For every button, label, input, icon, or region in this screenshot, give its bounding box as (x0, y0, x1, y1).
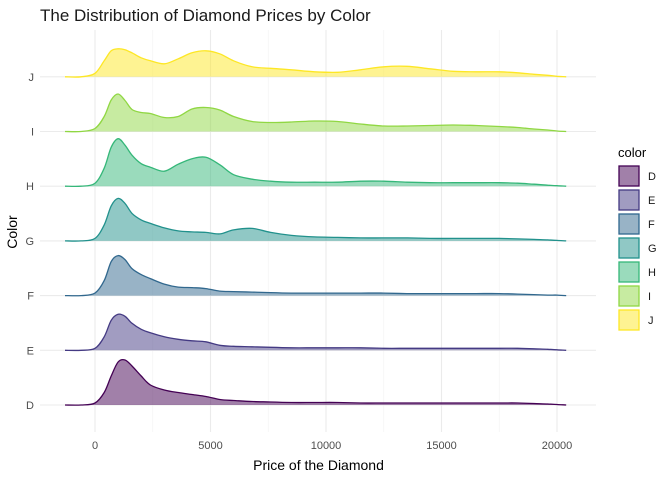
ridge-area-D (65, 359, 567, 406)
ridge-area-E (65, 314, 567, 351)
y-tick-label: F (27, 291, 34, 303)
legend-swatch (618, 213, 640, 235)
ridge-line-I (64, 93, 567, 133)
legend-swatch (618, 285, 640, 307)
legend-label: E (648, 195, 655, 207)
legend-item-E: E (618, 189, 655, 211)
ridge-line-J (64, 48, 567, 78)
ridge-area-F (65, 255, 567, 296)
ridge-line-H (64, 138, 567, 188)
ridge-line-D (64, 358, 567, 406)
legend-item-F: F (618, 213, 655, 235)
legend-label: I (648, 291, 651, 303)
ridge-H (64, 138, 567, 188)
legend-swatch (618, 261, 640, 283)
legend-title: color (618, 145, 647, 160)
legend-label: J (648, 315, 654, 327)
ridge-F (64, 254, 567, 297)
legend-swatch (618, 237, 640, 259)
legend-item-D: D (618, 165, 656, 187)
x-tick-label: 10000 (311, 440, 342, 452)
ridge-area-G (65, 198, 567, 242)
y-tick-label: H (26, 181, 34, 193)
y-tick-label: E (27, 345, 34, 357)
x-tick-label: 15000 (426, 440, 457, 452)
legend-label: D (648, 171, 656, 183)
y-tick-label: G (25, 236, 34, 248)
ridge-E (64, 313, 567, 352)
x-tick-label: 20000 (542, 440, 573, 452)
y-tick-label: D (26, 400, 34, 412)
ridge-line-G (64, 197, 567, 242)
y-axis-ticks: D E F G H I J (25, 72, 34, 412)
y-tick-label: I (31, 127, 34, 139)
ridge-line-E (64, 313, 567, 352)
legend-label: H (648, 267, 656, 279)
legend-swatch (618, 165, 640, 187)
ridge-line-F (64, 254, 567, 297)
x-axis-ticks: 0 5000 10000 15000 20000 (92, 440, 572, 452)
legend-item-J: J (618, 309, 654, 331)
ridge-area-H (65, 138, 567, 187)
legend-label: F (648, 219, 655, 231)
legend-item-G: G (618, 237, 657, 259)
density-ridges (64, 48, 567, 406)
y-axis-title: Color (4, 215, 20, 249)
y-tick-label: J (29, 72, 35, 84)
x-tick-label: 0 (92, 440, 98, 452)
legend-label: G (648, 243, 657, 255)
legend-item-I: I (618, 285, 651, 307)
ridge-J (64, 48, 567, 78)
ridge-G (64, 197, 567, 242)
ridge-area-J (65, 48, 567, 78)
ridge-D (64, 358, 567, 406)
chart-title: The Distribution of Diamond Prices by Co… (40, 6, 371, 25)
ridge-area-I (65, 93, 567, 132)
legend-item-H: H (618, 261, 656, 283)
legend-swatch (618, 189, 640, 211)
ridge-I (64, 93, 567, 133)
legend-swatch (618, 309, 640, 331)
x-tick-label: 5000 (198, 440, 222, 452)
x-axis-title: Price of the Diamond (253, 457, 384, 473)
